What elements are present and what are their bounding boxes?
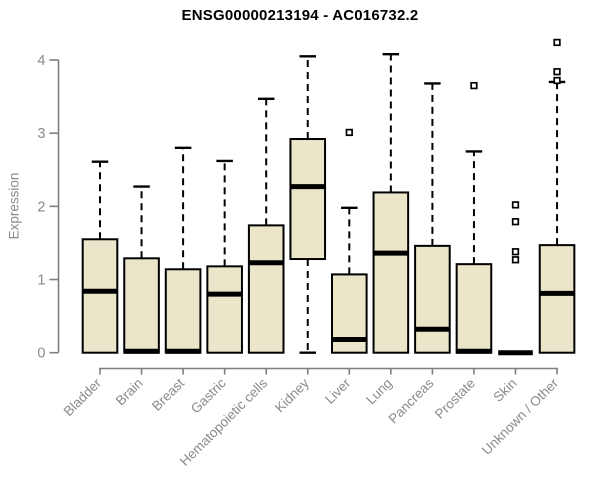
outlier-point xyxy=(553,68,561,76)
x-tick-label-brain: Brain xyxy=(113,376,146,409)
outlier-point xyxy=(511,248,520,256)
iqr-box xyxy=(455,263,493,354)
boxplot-breast xyxy=(164,146,202,354)
chart-title: ENSG00000213194 - AC016732.2 xyxy=(181,7,419,24)
y-axis: 0 1 2 3 4 xyxy=(37,53,60,362)
y-tick-label: 2 xyxy=(37,199,45,215)
outlier-point xyxy=(511,201,520,209)
boxplot-kidney xyxy=(289,55,327,354)
boxplot-brain xyxy=(123,185,160,354)
x-tick-label-skin: Skin xyxy=(490,376,519,405)
outlier-point xyxy=(511,256,520,264)
y-tick-label: 4 xyxy=(37,53,45,69)
boxplot-lung xyxy=(372,52,410,354)
iqr-box xyxy=(247,224,285,354)
iqr-box xyxy=(289,138,327,261)
x-tick-label-pancreas: Pancreas xyxy=(386,375,437,426)
iqr-box xyxy=(206,265,243,354)
outlier-point xyxy=(511,218,520,226)
boxplot-liver xyxy=(331,128,368,354)
iqr-box xyxy=(81,238,119,354)
outlier-point xyxy=(553,38,561,47)
outlier-point xyxy=(470,81,478,90)
boxplot-pancreas xyxy=(414,82,451,354)
iqr-box xyxy=(372,191,410,354)
y-tick-label: 1 xyxy=(37,273,45,289)
boxplot-bladder xyxy=(81,160,119,354)
x-tick-label-breast: Breast xyxy=(149,375,187,413)
y-tick-label: 0 xyxy=(37,346,45,362)
iqr-box xyxy=(414,244,451,354)
x-tick-label-liver: Liver xyxy=(322,375,354,407)
x-tick-label-gastric: Gastric xyxy=(188,375,229,416)
y-tick-label: 3 xyxy=(37,126,45,142)
x-tick-label-lung: Lung xyxy=(363,376,395,408)
x-tick-label-kidney: Kidney xyxy=(272,375,312,415)
boxplot-hematopoietic-cells xyxy=(247,97,285,354)
outlier-point xyxy=(345,128,353,137)
boxplot-skin xyxy=(498,201,533,356)
x-tick-label-prostate: Prostate xyxy=(432,376,478,422)
iqr-box xyxy=(123,257,160,354)
outlier-point xyxy=(553,76,561,85)
x-tick-label-unknown-other: Unknown / Other xyxy=(479,375,562,458)
boxplot-gastric xyxy=(206,159,243,354)
iqr-box xyxy=(164,268,202,354)
boxplot-prostate xyxy=(455,81,493,354)
boxplot-unknown-other xyxy=(538,38,576,354)
x-tick-label-bladder: Bladder xyxy=(61,375,105,419)
iqr-box xyxy=(538,244,576,354)
